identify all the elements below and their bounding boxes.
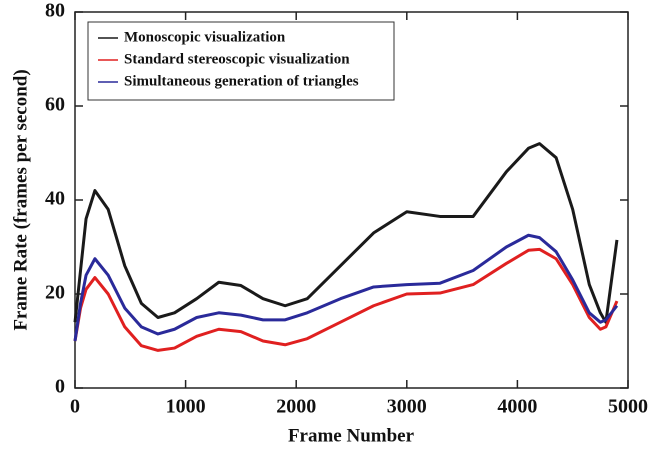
legend-box xyxy=(87,21,395,101)
x-tick-label: 1000 xyxy=(166,396,206,418)
x-tick-label: 5000 xyxy=(608,396,648,418)
x-tick-label: 0 xyxy=(70,396,80,418)
series-line xyxy=(73,142,619,324)
legend-label: Standard stereoscopic visualization xyxy=(124,51,350,67)
series-line xyxy=(73,247,619,352)
y-axis-label: Frame Rate (frames per second) xyxy=(10,69,31,330)
y-tick-label: 60 xyxy=(45,94,65,116)
x-tick-label: 4000 xyxy=(497,396,537,418)
y-tick-label: 0 xyxy=(55,376,65,398)
legend-label: Simultaneous generation of triangles xyxy=(124,73,359,89)
x-axis-label: Frame Number xyxy=(288,425,415,446)
x-tick-label: 3000 xyxy=(387,396,427,418)
y-tick-label: 20 xyxy=(45,282,65,304)
series-line xyxy=(73,233,619,342)
y-tick-label: 80 xyxy=(45,0,65,22)
legend-label: Monoscopic visualization xyxy=(124,29,286,45)
x-tick-label: 2000 xyxy=(276,396,316,418)
y-tick-label: 40 xyxy=(45,188,65,210)
